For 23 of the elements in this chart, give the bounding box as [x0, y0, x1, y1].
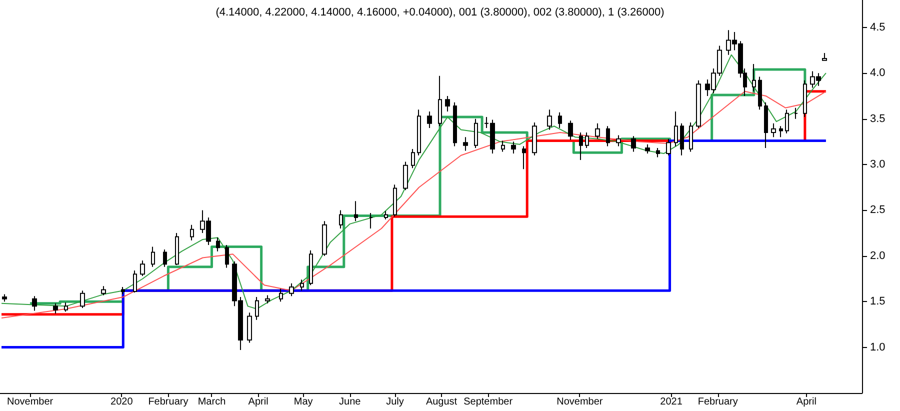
x-tick-label: 2020	[110, 396, 134, 408]
x-tick-label: November	[556, 396, 604, 408]
y-tick-label: 3.0	[870, 158, 886, 171]
x-tick-label: May	[294, 396, 313, 408]
y-tick-label: 2.0	[870, 250, 886, 262]
y-tick-label: 3.5	[870, 112, 886, 125]
text: (4.14000, 4.22000, 4.14000, 4.16000, +0.04000), 001 (3.80000), 002 (3.80000), 1 (3.26000)	[216, 6, 664, 18]
x-tick-label: August	[426, 396, 458, 408]
x-tick-label: November	[6, 396, 54, 408]
x-tick-label: July	[386, 396, 404, 408]
y-tick-label: 1.0	[870, 341, 886, 354]
x-tick-label: February	[148, 396, 188, 408]
x-tick-label: 2021	[660, 396, 683, 408]
x-tick-label: September	[464, 396, 514, 408]
x-tick-label: March	[198, 396, 226, 408]
x-tick-label: June	[339, 396, 362, 408]
x-tick-label: April	[248, 396, 268, 408]
y-tick-label: 2.5	[870, 204, 886, 216]
y-tick-label: 1.5	[870, 296, 886, 308]
x-tick-label: February	[698, 396, 738, 408]
y-tick-label: 4.0	[870, 67, 886, 80]
y-tick-label: 4.5	[870, 21, 886, 34]
x-tick-label: April	[796, 396, 816, 408]
